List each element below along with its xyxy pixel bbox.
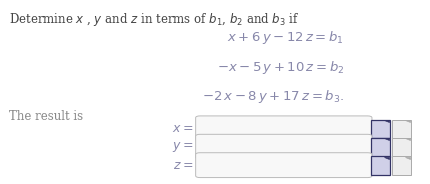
Polygon shape [405,157,410,159]
Text: $-x - 5\,y + 10\,z = b_2$: $-x - 5\,y + 10\,z = b_2$ [217,59,344,76]
FancyBboxPatch shape [392,138,411,157]
FancyBboxPatch shape [371,120,390,138]
Text: $-2\,x - 8\,y + 17\,z = b_3.$: $-2\,x - 8\,y + 17\,z = b_3.$ [202,88,344,105]
FancyBboxPatch shape [371,156,390,175]
Text: $z =$: $z =$ [173,159,194,172]
Polygon shape [384,120,389,122]
Text: Determine $x$ , $y$ and $z$ in terms of $b_1$, $b_2$ and $b_3$ if: Determine $x$ , $y$ and $z$ in terms of … [9,11,299,28]
FancyBboxPatch shape [392,120,411,138]
Text: $x + 6\,y - 12\,z = b_1$: $x + 6\,y - 12\,z = b_1$ [227,29,344,46]
FancyBboxPatch shape [392,156,411,175]
FancyBboxPatch shape [196,116,372,141]
FancyBboxPatch shape [196,153,372,178]
Polygon shape [405,138,410,141]
FancyBboxPatch shape [371,138,390,157]
Polygon shape [384,138,389,141]
Text: $x =$: $x =$ [172,122,194,135]
Text: $y =$: $y =$ [172,140,194,154]
FancyBboxPatch shape [196,134,372,159]
Text: The result is: The result is [9,110,83,123]
Polygon shape [384,157,389,159]
Polygon shape [405,120,410,122]
